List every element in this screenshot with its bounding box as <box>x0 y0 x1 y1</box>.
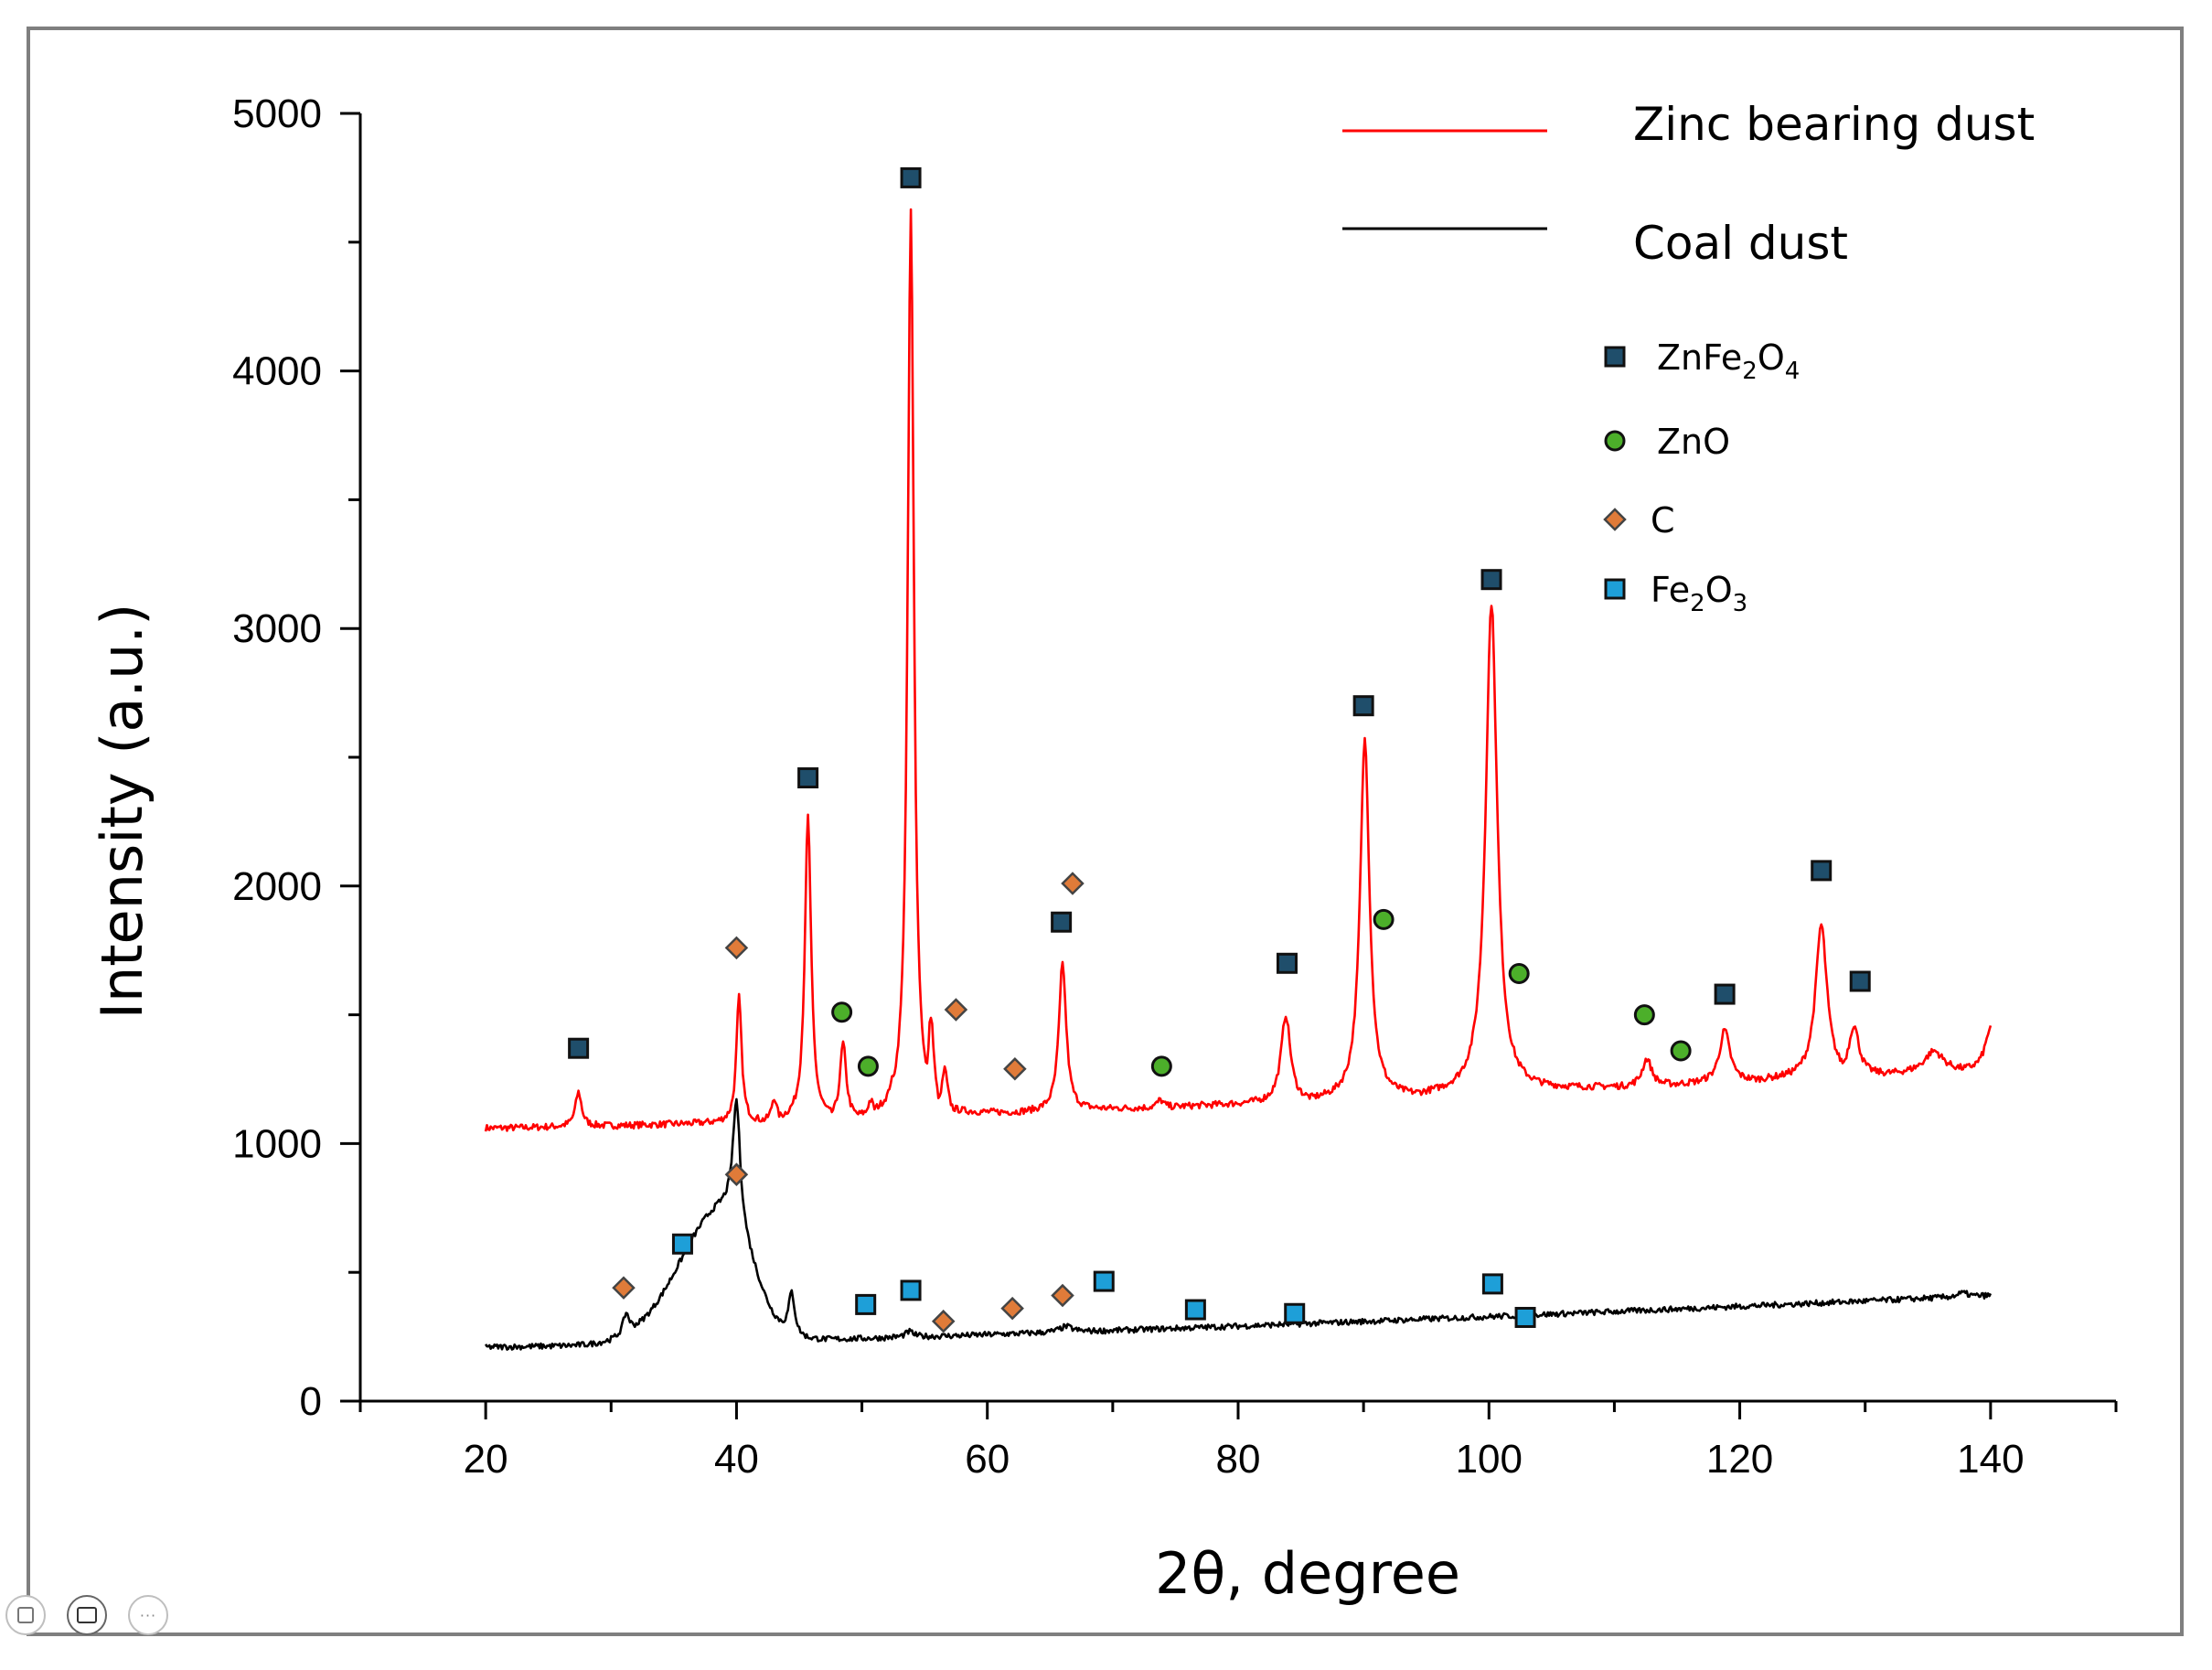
marker-fe2o3 <box>1284 1302 1306 1324</box>
marker-znfe2o4 <box>1811 860 1833 882</box>
marker-znfe2o4 <box>1849 970 1871 992</box>
x-tick-label: 120 <box>1706 1437 1773 1482</box>
figure-frame <box>27 27 2184 1636</box>
legend-marker-3 <box>1603 508 1627 531</box>
y-tick-label: 2000 <box>232 864 322 909</box>
y-tick-label: 4000 <box>232 349 322 394</box>
marker-zno <box>1633 1004 1655 1026</box>
x-tick-label: 60 <box>965 1437 1010 1482</box>
marker-znfe2o4 <box>1714 983 1736 1005</box>
legend-phase-label-1: ZnFe2O4 <box>1657 337 1800 385</box>
series-line-zinc-bearing-dust <box>484 208 1993 1132</box>
marker-znfe2o4 <box>1276 952 1298 974</box>
phase-markers <box>568 166 1871 1333</box>
legend-marker-4 <box>1604 578 1626 600</box>
marker-fe2o3 <box>900 1279 922 1301</box>
series-line-coal-dust <box>484 1097 1993 1351</box>
x-tick-label: 100 <box>1456 1437 1523 1482</box>
marker-zno <box>1508 963 1530 985</box>
marker-c <box>724 936 749 960</box>
x-tick-label: 40 <box>714 1437 759 1482</box>
legend-phase-label-4: Fe2O3 <box>1651 570 1747 617</box>
legend: Zinc bearing dust Coal dust ZnFe2O4 ZnO C Fe2… <box>1342 98 2035 617</box>
legend-marker-1 <box>1604 346 1626 368</box>
legend-label-zinc-bearing-dust: Zinc bearing dust <box>1633 98 2035 151</box>
x-tick-label: 20 <box>464 1437 508 1482</box>
marker-c <box>612 1276 636 1300</box>
marker-c <box>1061 872 1085 895</box>
legend-marker-2 <box>1604 430 1626 452</box>
marker-zno <box>1373 908 1395 930</box>
marker-fe2o3 <box>1481 1273 1503 1295</box>
marker-fe2o3 <box>1184 1299 1206 1321</box>
legend-phase-label-3: C <box>1651 500 1675 541</box>
axes: 20 40 60 80 100 120 140 0 1000 2000 3000 4000 5000 <box>232 91 2118 1482</box>
marker-znfe2o4 <box>568 1037 590 1059</box>
camera-button[interactable] <box>67 1595 107 1635</box>
marker-fe2o3 <box>1093 1270 1115 1292</box>
marker-c <box>944 998 968 1022</box>
more-options-button[interactable]: ··· <box>128 1595 168 1635</box>
marker-znfe2o4 <box>900 166 922 188</box>
marker-zno <box>1670 1040 1692 1062</box>
marker-c <box>1003 1056 1027 1081</box>
marker-zno <box>1150 1055 1172 1077</box>
marker-fe2o3 <box>671 1233 693 1255</box>
marker-znfe2o4 <box>1352 695 1374 717</box>
y-tick-label: 0 <box>300 1379 322 1424</box>
marker-znfe2o4 <box>1051 911 1073 933</box>
marker-znfe2o4 <box>1480 569 1502 591</box>
camera-icon <box>77 1607 97 1623</box>
marker-fe2o3 <box>1514 1306 1536 1328</box>
marker-zno <box>857 1055 879 1077</box>
y-tick-label: 3000 <box>232 606 322 651</box>
y-tick-label: 1000 <box>232 1121 322 1166</box>
slide-icon <box>17 1607 34 1623</box>
slide-view-button[interactable] <box>5 1595 46 1635</box>
marker-zno <box>831 1001 853 1023</box>
marker-c <box>1000 1296 1024 1321</box>
legend-phase-label-2: ZnO <box>1657 422 1730 462</box>
marker-c <box>724 1162 749 1186</box>
x-tick-label: 140 <box>1957 1437 2024 1482</box>
series-layer <box>484 208 1993 1351</box>
marker-c <box>1051 1283 1074 1308</box>
marker-c <box>931 1309 956 1333</box>
marker-fe2o3 <box>855 1293 877 1315</box>
legend-label-coal-dust: Coal dust <box>1633 217 1848 270</box>
x-axis-title: 2θ, degree <box>1155 1540 1460 1607</box>
y-axis-title: Intensity (a.u.) <box>89 604 155 1020</box>
y-tick-label: 5000 <box>232 91 322 136</box>
marker-znfe2o4 <box>797 767 819 789</box>
more-icon: ··· <box>139 1606 157 1624</box>
x-tick-label: 80 <box>1216 1437 1261 1482</box>
